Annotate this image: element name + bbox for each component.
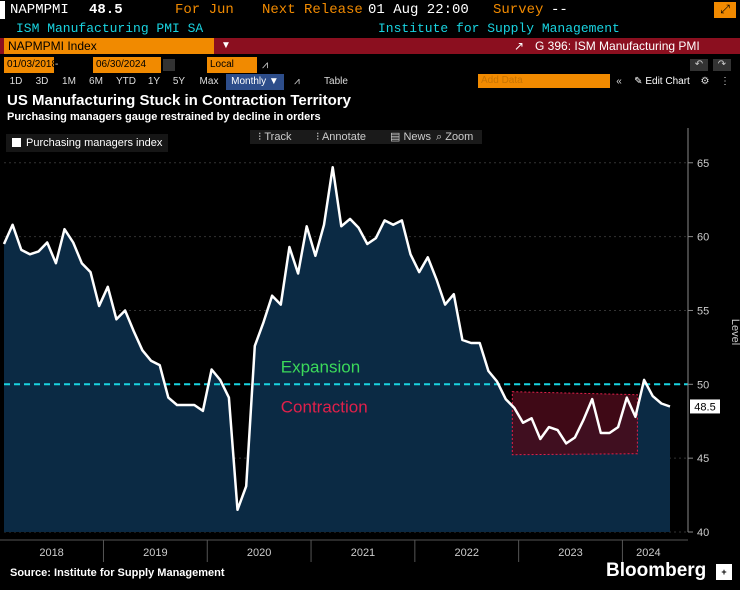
range-5y[interactable]: 5Y	[172, 76, 186, 87]
survey-value: --	[551, 2, 568, 18]
x-tick-label: 2022	[454, 547, 478, 559]
y-tick-label: 60	[697, 232, 709, 244]
dropdown-icon[interactable]: ▼	[221, 40, 231, 51]
x-tick-label: 2023	[558, 547, 582, 559]
edit-chart-label: Edit Chart	[645, 76, 690, 87]
y-tick-label: 40	[697, 527, 709, 539]
date-separator: -	[55, 59, 59, 70]
add-data-input[interactable]: Add Data	[478, 74, 610, 88]
bloomberg-logo: Bloomberg	[606, 560, 707, 581]
security-header: NAPMPMI 48.5 For Jun Next Release 01 Aug…	[0, 0, 740, 20]
chart-titles: US Manufacturing Stuck in Contraction Te…	[7, 92, 351, 123]
header-marker	[0, 1, 5, 19]
ticker: NAPMPMI	[10, 2, 69, 18]
source-name: Institute for Supply Management	[378, 21, 620, 36]
range-3d[interactable]: 3D	[35, 76, 49, 87]
undo-icon[interactable]: ↶	[690, 59, 708, 71]
end-date-field[interactable]: 06/30/2024	[93, 57, 161, 73]
y-tick-label: 45	[697, 453, 709, 465]
redo-icon[interactable]: ↷	[713, 59, 731, 71]
range-1y[interactable]: 1Y	[147, 76, 161, 87]
bloomberg-plus-icon: +	[716, 564, 732, 580]
next-release-date: 01 Aug 22:00	[368, 2, 469, 18]
news-tool[interactable]: ▤ News	[390, 131, 431, 143]
series-area	[4, 167, 670, 532]
chart-type-icon[interactable]: ⩘	[262, 59, 269, 71]
contraction-label: Contraction	[281, 397, 368, 416]
annotate-tool[interactable]: ⁝ Annotate	[316, 131, 366, 143]
legend-label: Purchasing managers index	[26, 137, 163, 149]
y-tick-label: 65	[697, 158, 709, 170]
legend: Purchasing managers index	[6, 134, 169, 152]
edit-chart-button[interactable]: ✎ Edit Chart	[634, 76, 690, 87]
frequency-label: Monthly	[231, 76, 267, 87]
survey-label: Survey	[493, 2, 544, 18]
description-row: ISM Manufacturing PMI SA Institute for S…	[0, 20, 740, 37]
range-6m[interactable]: 6M	[89, 76, 103, 87]
calendar-icon[interactable]	[163, 59, 175, 71]
footer-source: Source: Institute for Supply Management	[10, 567, 225, 579]
table-icon[interactable]: ⩘	[294, 76, 300, 87]
y-tick-label: 55	[697, 305, 709, 317]
currency-field[interactable]: Local CCY	[207, 57, 257, 86]
chart-name: G 396: ISM Manufacturing PMI	[535, 39, 700, 53]
security-input[interactable]: NAPMPMI Index	[4, 38, 214, 54]
zoom-tool[interactable]: ⌕ Zoom	[436, 131, 474, 143]
annotate-label: Annotate	[321, 131, 366, 143]
range-1d[interactable]: 1D	[9, 76, 23, 87]
more-icon[interactable]: ⋮	[720, 76, 730, 87]
range-max[interactable]: Max	[199, 76, 219, 87]
security-bar: NAPMPMI Index ▼ ↗ G 396: ISM Manufacturi…	[0, 38, 740, 54]
last-value-tag	[690, 399, 720, 414]
range-bar: 1D 3D 1M 6M YTD 1Y 5Y Max Monthly ▼ ⩘ Ta…	[0, 74, 740, 90]
x-tick-label: 2021	[351, 547, 375, 559]
last-value-label: 48.5	[694, 401, 715, 413]
track-label: Track	[264, 131, 292, 143]
y-tick-label: 50	[697, 379, 709, 391]
contraction-box	[511, 391, 638, 456]
expansion-label: Expansion	[281, 357, 360, 376]
range-ytd[interactable]: YTD	[116, 76, 136, 87]
chart-title: US Manufacturing Stuck in Contraction Te…	[7, 92, 351, 109]
chart-tools: ⁝ Track ⁝ Annotate ▤ News ⌕ Zoom	[250, 130, 482, 144]
x-tick-label: 2020	[247, 547, 271, 559]
track-tool[interactable]: ⁝ Track	[258, 131, 292, 143]
y-axis-label: Level	[729, 319, 740, 345]
description: ISM Manufacturing PMI SA	[16, 21, 204, 36]
period: For Jun	[175, 2, 234, 18]
x-tick-label: 2019	[143, 547, 167, 559]
x-tick-label: 2024	[636, 547, 660, 559]
expand-icon[interactable]: ⤢	[714, 2, 736, 18]
frequency-select[interactable]: Monthly ▼	[226, 74, 284, 90]
last-value: 48.5	[89, 2, 123, 18]
table-button[interactable]: Table	[324, 76, 348, 87]
settings-icon[interactable]: ⚙	[700, 76, 710, 87]
chart-toolbar: 01/03/2018 - 06/30/2024 Local CCY ⩘ 1D 3…	[0, 57, 740, 90]
start-date-field[interactable]: 01/03/2018	[4, 57, 57, 73]
next-release-label: Next Release	[262, 2, 363, 18]
legend-swatch	[12, 138, 21, 147]
news-label: News	[403, 131, 431, 143]
chart-subtitle: Purchasing managers gauge restrained by …	[7, 111, 321, 123]
x-tick-label: 2018	[39, 547, 63, 559]
launch-icon[interactable]: ↗	[513, 39, 525, 53]
series-line	[2, 165, 671, 512]
zoom-label: Zoom	[445, 131, 474, 143]
collapse-icon[interactable]: «	[616, 76, 622, 87]
range-1m[interactable]: 1M	[62, 76, 76, 87]
